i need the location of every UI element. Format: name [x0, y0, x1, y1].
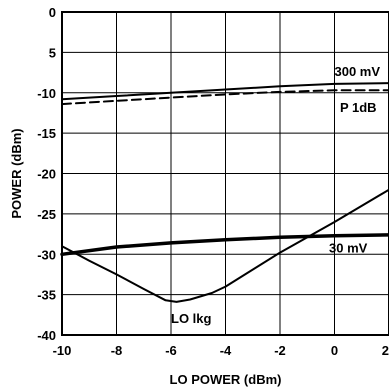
series-annotations: 300 mV P 1dB 30 mV LO lkg	[171, 64, 380, 326]
x-tick-label: -6	[165, 343, 177, 358]
y-tick-label: -15	[37, 126, 56, 141]
series-lines	[60, 82, 389, 303]
x-tick-label: -2	[274, 343, 286, 358]
series-annotation: 30 mV	[329, 241, 368, 256]
y-tick-label: -35	[37, 288, 56, 303]
series-annotation: 300 mV	[335, 64, 381, 79]
x-tick-label: 0	[331, 343, 338, 358]
x-tick-label: 2	[382, 343, 389, 358]
x-tick-label: -10	[53, 343, 72, 358]
y-tick-label: -40	[37, 328, 56, 343]
y-tick-label: -30	[37, 247, 56, 262]
y-axis-ticks: 0 5 -10 -15 -20 -25 -30 -35 -40	[37, 5, 56, 343]
series-annotation: P 1dB	[340, 100, 377, 115]
y-tick-label: 0	[49, 5, 56, 20]
x-tick-label: -4	[220, 343, 232, 358]
x-axis-ticks: -10 -8 -6 -4 -2 0 2	[53, 343, 389, 358]
plot-frame	[61, 11, 389, 336]
x-tick-label: -8	[111, 343, 123, 358]
y-tick-label: 5	[49, 45, 56, 60]
series-line-30-mv	[60, 233, 389, 257]
x-axis-label: LO POWER (dBm)	[170, 372, 282, 387]
y-tick-label: -10	[37, 86, 56, 101]
y-tick-label: -20	[37, 167, 56, 182]
y-axis-label: POWER (dBm)	[9, 128, 24, 218]
series-line-lo-lkg	[61, 188, 389, 303]
series-line-p-1db	[61, 89, 389, 106]
series-line-300-mv	[61, 82, 389, 101]
grid	[61, 11, 389, 336]
y-tick-label: -25	[37, 207, 56, 222]
series-annotation: LO lkg	[171, 311, 212, 326]
